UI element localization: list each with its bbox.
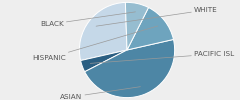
Wedge shape xyxy=(85,40,175,98)
Wedge shape xyxy=(125,2,149,50)
Wedge shape xyxy=(79,2,127,60)
Text: PACIFIC ISL: PACIFIC ISL xyxy=(90,51,234,63)
Wedge shape xyxy=(127,8,174,50)
Text: BLACK: BLACK xyxy=(40,12,135,27)
Text: WHITE: WHITE xyxy=(96,7,218,26)
Text: HISPANIC: HISPANIC xyxy=(32,26,158,61)
Wedge shape xyxy=(81,50,127,72)
Text: ASIAN: ASIAN xyxy=(60,87,140,100)
